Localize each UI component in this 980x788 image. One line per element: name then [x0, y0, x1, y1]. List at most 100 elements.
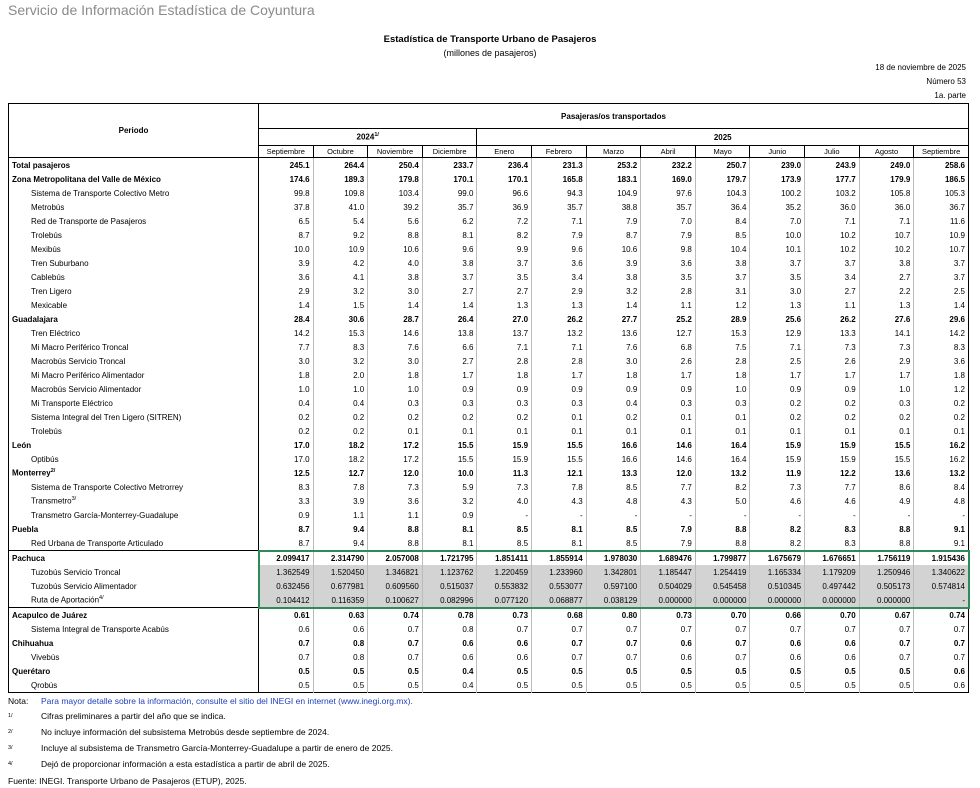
cell-value: 10.0: [749, 228, 805, 242]
cell-value: 189.3: [312, 172, 368, 186]
cell-value: 0.1: [694, 410, 750, 424]
header-row: Septiembre Octubre Noviembre Diciembre Enero…: [9, 145, 969, 158]
cell-value: 15.5: [531, 438, 587, 452]
cell-value: 253.2: [585, 157, 641, 172]
cell-value: 3.8: [694, 256, 750, 270]
cell-value: 10.9: [312, 242, 368, 256]
cell-value: 249.0: [858, 157, 914, 172]
footnote: 3/Incluye al subsistema de Transmetro Ga…: [8, 741, 413, 757]
cell-value: 8.1: [421, 536, 477, 551]
table-row: Transmetro García-Monterrey-Guadalupe 0.9…: [8, 508, 969, 522]
cell-value: 1.0: [367, 382, 423, 396]
footnote-text: Incluye al subsistema de Transmetro Garc…: [41, 743, 393, 754]
cell-value: 0.7: [367, 622, 423, 636]
cell-value: 1.123762: [421, 565, 477, 579]
row-label-text: Optibús: [31, 454, 59, 464]
row-label: Mi Macro Periférico Troncal: [8, 340, 259, 354]
cell-value: 3.2: [585, 284, 641, 298]
cell-value: 3.7: [913, 256, 969, 270]
cell-value: 0.000000: [858, 593, 914, 608]
row-label: Tren Suburbano: [8, 256, 259, 270]
table-row: Optibús 17.0 18.2 17.2 15.5 15.9 15.5 16.6 14.6 1…: [8, 452, 969, 466]
title: Estadística de Transporte Urbano de Pasa…: [383, 34, 597, 45]
cell-value: 8.5: [476, 522, 532, 536]
cell-value: 17.0: [258, 438, 314, 452]
table-row: Chihuahua 0.7 0.8 0.7 0.6 0.6 0.7 0.7 0.6 0.7 0.6 0…: [8, 636, 969, 650]
cell-value: 3.5: [640, 270, 696, 284]
cell-value: 29.6: [913, 312, 969, 326]
cell-value: 7.9: [640, 522, 696, 536]
cell-value: 0.2: [913, 410, 969, 424]
cell-value: 4.3: [640, 494, 696, 508]
cell-value: 8.8: [367, 522, 423, 536]
cell-value: 0.2: [913, 396, 969, 410]
cell-value: 10.9: [913, 228, 969, 242]
row-label: Cablebús: [8, 270, 259, 284]
cell-value: 12.7: [640, 326, 696, 340]
row-label-text: Tuzobús Servicio Troncal: [31, 567, 121, 577]
cell-value: 0.9: [476, 382, 532, 396]
table-row: Sistema de Transporte Colectivo Metro 99.…: [8, 186, 969, 200]
cell-value: 1.8: [913, 368, 969, 382]
cell-value: 4.3: [531, 494, 587, 508]
cell-value: 12.9: [749, 326, 805, 340]
cell-value: 13.6: [858, 466, 914, 480]
cell-value: 0.1: [585, 424, 641, 438]
table-row: Trolebús 8.7 9.2 8.8 8.1 8.2 7.9 8.7 7.9 8.5 10.0 1…: [8, 228, 969, 242]
table-row: Mi Macro Periférico Alimentador 1.8 2.0 1.8…: [8, 368, 969, 382]
cell-value: 25.6: [749, 312, 805, 326]
cell-value: -: [749, 508, 805, 522]
cell-value: 0.7: [531, 650, 587, 664]
cell-value: 3.2: [312, 354, 368, 368]
cell-value: 7.3: [749, 480, 805, 494]
cell-value: 0.5: [804, 664, 860, 678]
cell-value: 1.2: [694, 298, 750, 312]
table-row: Red Urbana de Transporte Articulado 8.7 9.…: [8, 536, 969, 551]
row-label-text: Zona Metropolitana del Valle de México: [12, 174, 161, 184]
cell-value: 7.1: [531, 340, 587, 354]
row-label-text: Sistema Integral del Tren Ligero (SITREN…: [31, 412, 182, 422]
cell-value: 10.6: [585, 242, 641, 256]
cell-value: 2.314790: [312, 550, 368, 565]
row-label-text: León: [12, 440, 32, 450]
cell-value: 3.8: [421, 256, 477, 270]
cell-value: 0.4: [312, 396, 368, 410]
cell-value: 17.2: [367, 438, 423, 452]
cell-value: 1.346821: [367, 565, 423, 579]
cell-value: 0.3: [858, 396, 914, 410]
cell-value: 0.545458: [694, 579, 750, 593]
cell-value: 0.6: [804, 636, 860, 650]
cell-value: 7.0: [749, 214, 805, 228]
cell-value: 0.5: [804, 678, 860, 693]
footnote: 2/No incluye información del subsistema …: [8, 725, 413, 741]
row-label: Trolebús: [8, 228, 259, 242]
period-header: Periodo: [8, 103, 259, 158]
cell-value: 14.2: [258, 326, 314, 340]
cell-value: 0.1: [476, 424, 532, 438]
row-label-text: Macrobús Servicio Troncal: [31, 356, 126, 366]
cell-value: 0.5: [749, 664, 805, 678]
cell-value: 0.2: [258, 424, 314, 438]
cell-value: 8.8: [367, 536, 423, 551]
cell-value: 2.7: [476, 284, 532, 298]
cell-value: 0.7: [367, 636, 423, 650]
row-label: Mexibús: [8, 242, 259, 256]
cell-value: 1.520450: [312, 565, 368, 579]
cell-value: 25.2: [640, 312, 696, 326]
month-header: Marzo: [585, 145, 642, 158]
cell-value: 0.1: [804, 424, 860, 438]
cell-value: 0.4: [585, 396, 641, 410]
cell-value: 18.2: [312, 452, 368, 466]
row-label: Tren Eléctrico: [8, 326, 259, 340]
cell-value: 250.4: [367, 157, 423, 172]
cell-value: 0.6: [258, 622, 314, 636]
cell-value: 1.799877: [694, 550, 750, 565]
cell-value: 0.1: [749, 424, 805, 438]
cell-value: 0.6: [749, 650, 805, 664]
cell-value: 1.3: [858, 298, 914, 312]
row-label: Acapulco de Juárez: [8, 607, 259, 622]
cell-value: 4.6: [749, 494, 805, 508]
row-label: León: [8, 438, 259, 452]
cell-value: 1.233960: [531, 565, 587, 579]
year-header: 20241/: [257, 128, 478, 146]
